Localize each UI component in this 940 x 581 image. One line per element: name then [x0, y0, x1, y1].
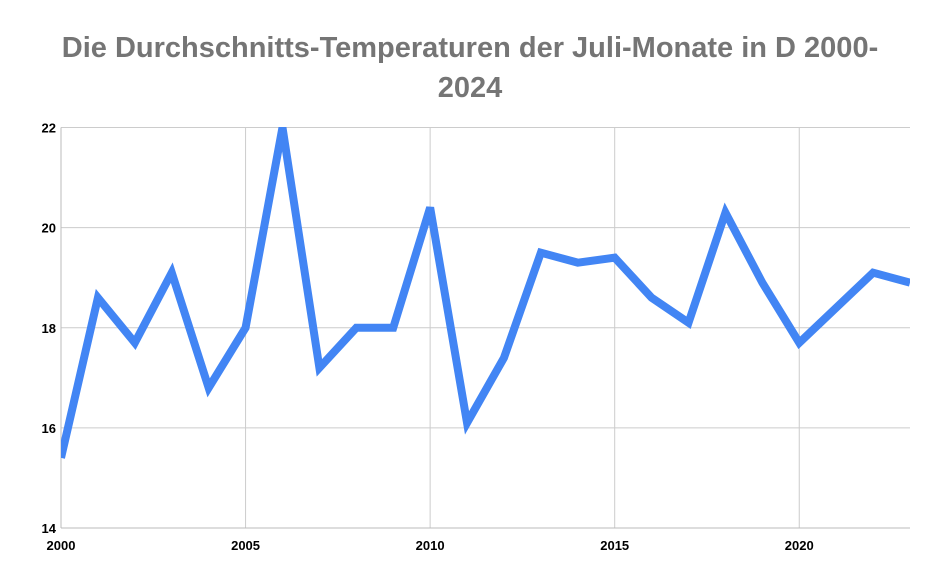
x-tick-label: 2010 — [416, 538, 445, 553]
y-tick-label: 14 — [42, 521, 57, 536]
x-tick-label: 2005 — [231, 538, 260, 553]
y-tick-label: 22 — [42, 121, 56, 136]
axes — [60, 127, 910, 529]
gridlines — [61, 127, 910, 528]
series — [61, 127, 910, 459]
chart-title: Die Durchschnitts-Temperaturen der Juli-… — [0, 28, 940, 108]
y-tick-label: 16 — [42, 421, 56, 436]
chart-title-line-1: Die Durchschnitts-Temperaturen der Juli-… — [61, 32, 879, 64]
x-tick-label: 2015 — [600, 538, 629, 553]
x-tick-label: 2000 — [47, 538, 76, 553]
y-tick-label: 18 — [42, 321, 56, 336]
y-tick-label: 20 — [42, 221, 56, 236]
series-line — [61, 127, 910, 459]
chart-title-line-2: 2024 — [437, 72, 503, 104]
tick-labels: 14 16 18 20 22 2000 2005 2010 2015 2020 — [42, 121, 814, 554]
x-tick-label: 2020 — [785, 538, 814, 553]
